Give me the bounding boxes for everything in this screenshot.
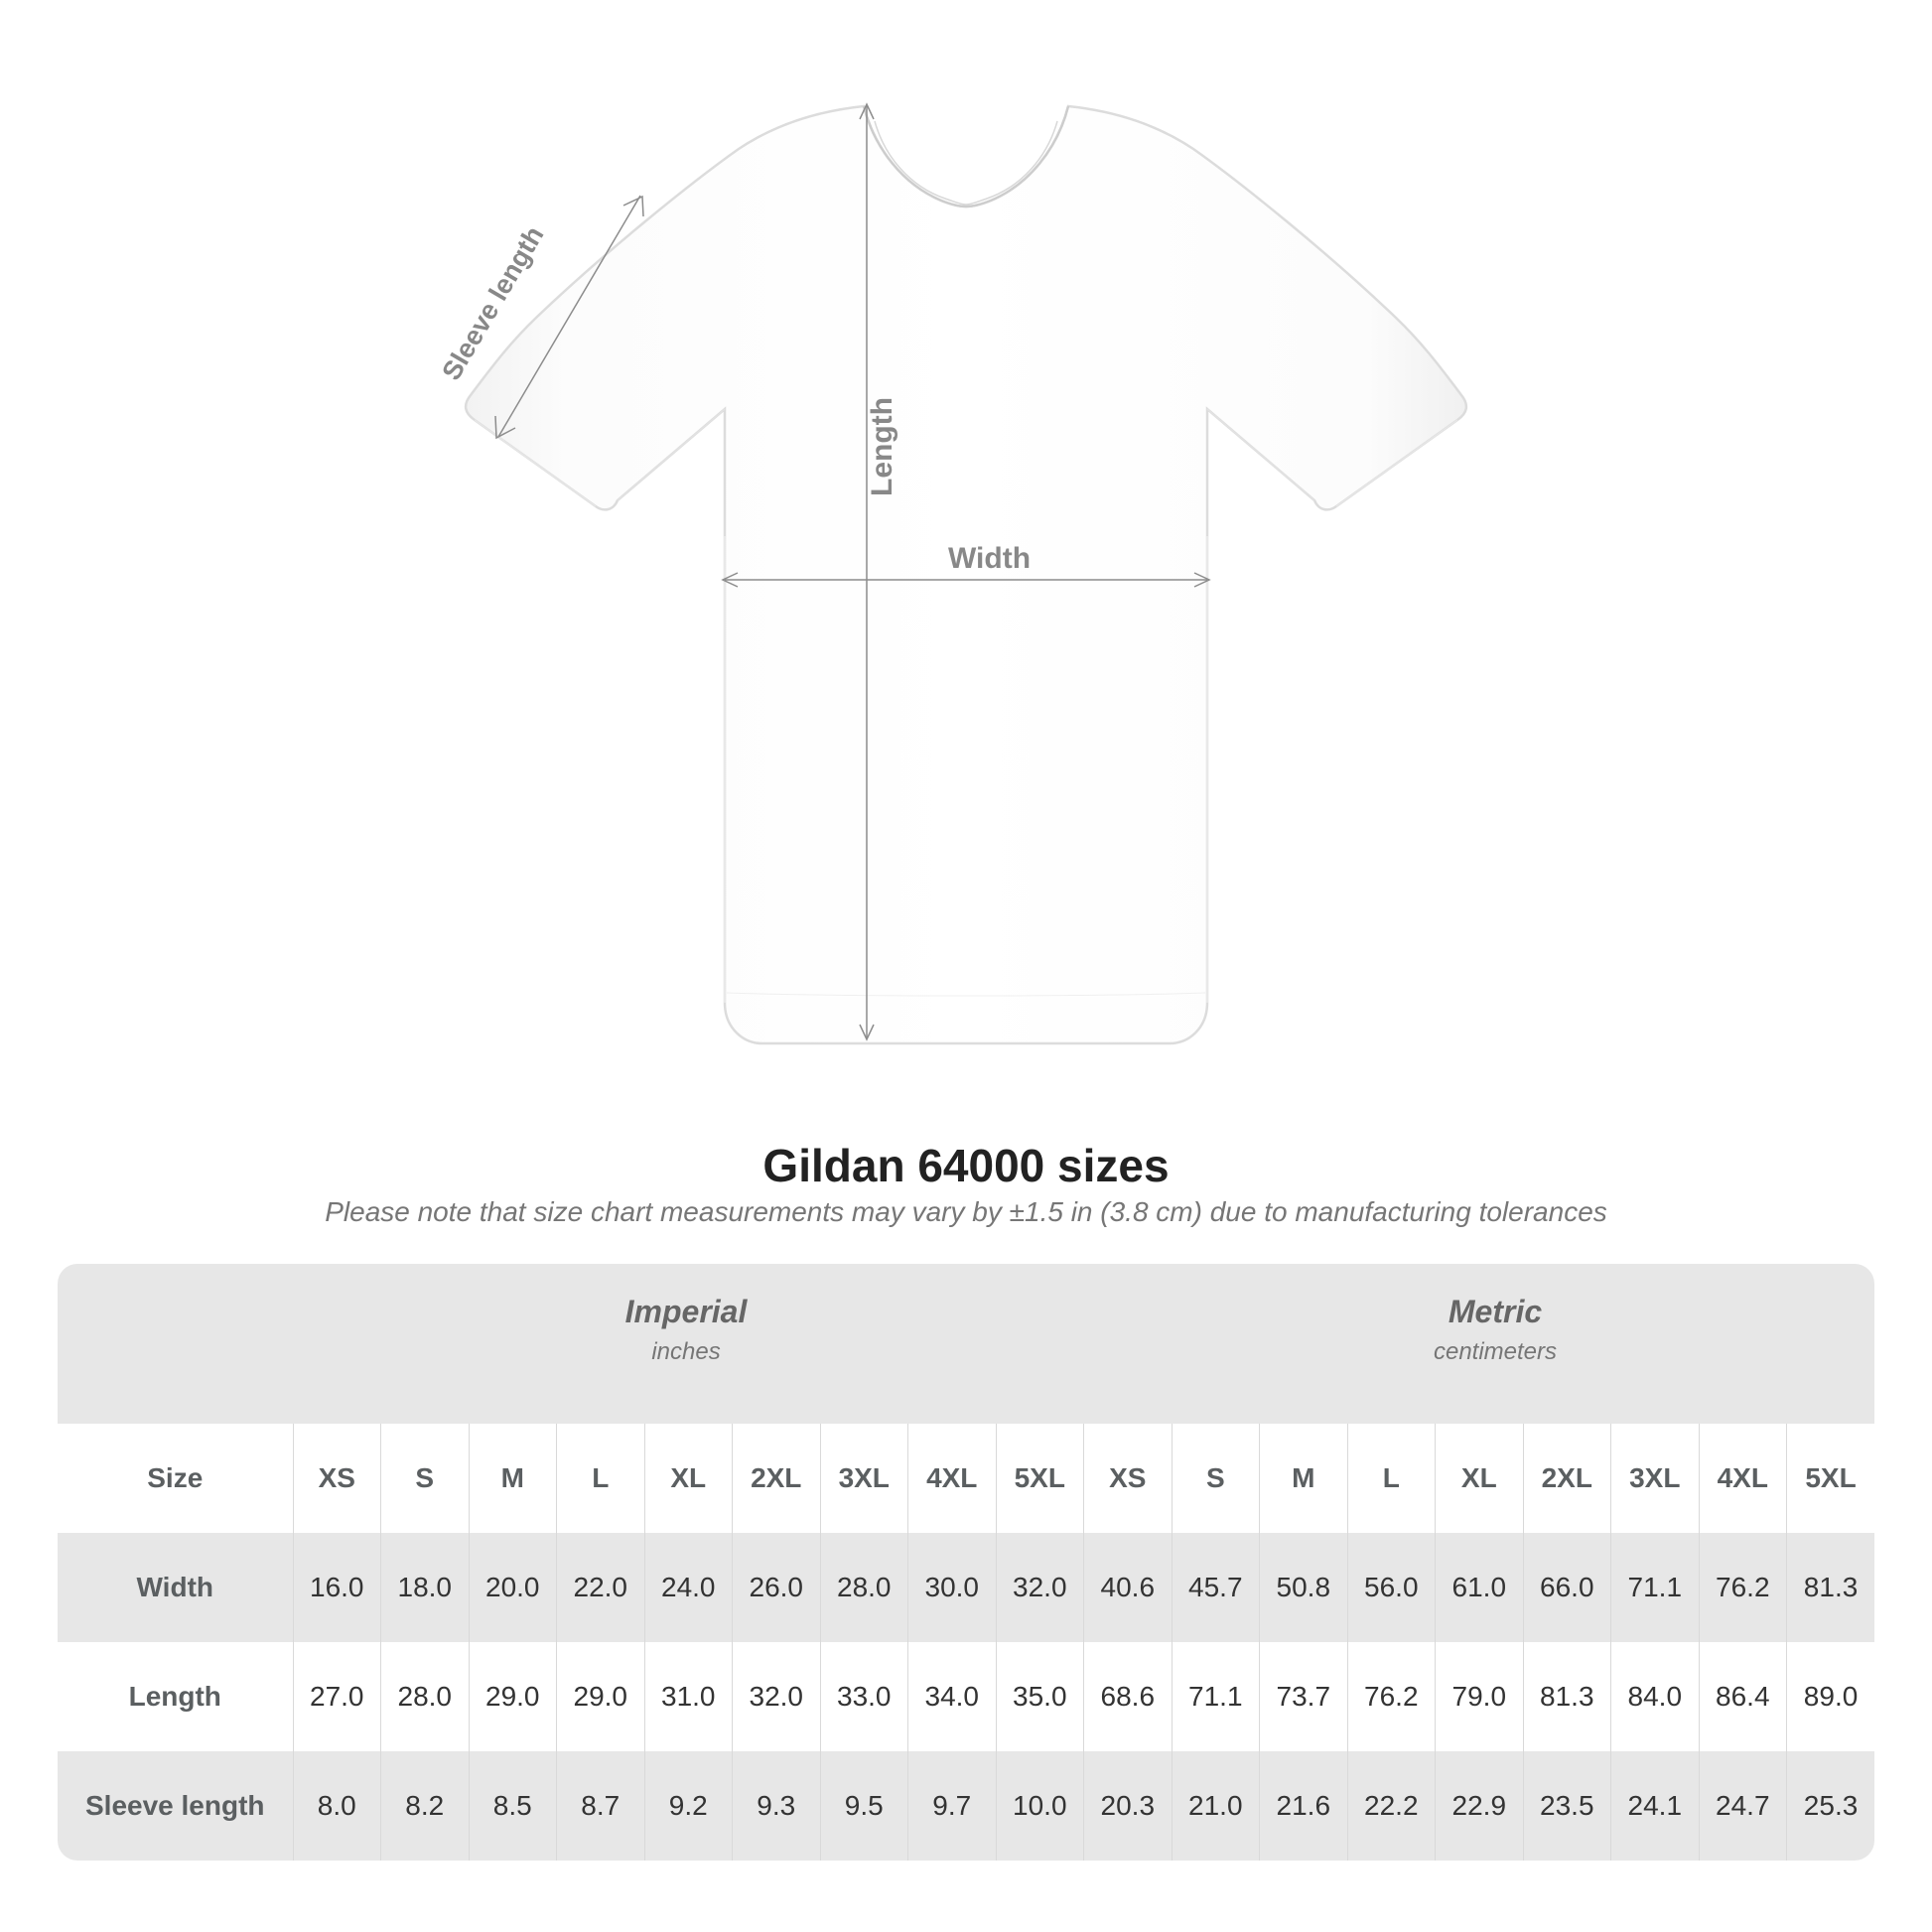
svg-text:Length: Length xyxy=(866,397,898,496)
svg-text:Width: Width xyxy=(948,542,1031,575)
